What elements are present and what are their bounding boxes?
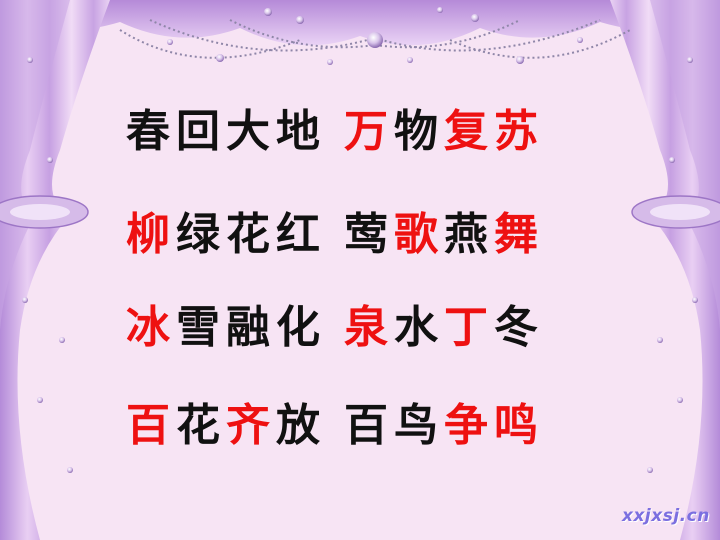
line-1: 春 回 大 地 万 物 复 苏 <box>124 102 542 162</box>
char: 鸟 <box>394 400 440 451</box>
char: 大 <box>226 106 272 157</box>
char: 冰 <box>126 302 172 353</box>
char: 地 <box>276 106 322 157</box>
char: 水 <box>394 302 440 353</box>
line-3: 冰 雪 融 化 泉 水 丁 冬 <box>124 298 542 358</box>
char: 莺 <box>344 209 390 260</box>
char: 春 <box>126 106 172 157</box>
hanging-gems <box>167 7 583 65</box>
line-4: 百 花 齐 放 百 鸟 争 鸣 <box>124 396 542 456</box>
char: 复 <box>444 106 490 157</box>
curtain-beads <box>22 57 698 473</box>
char: 雪 <box>176 302 222 353</box>
char: 丁 <box>444 302 490 353</box>
char: 放 <box>276 400 322 451</box>
char: 百 <box>344 400 390 451</box>
char: 泉 <box>344 302 390 353</box>
jewel-strands <box>119 19 631 59</box>
char: 苏 <box>494 106 540 157</box>
char: 燕 <box>444 209 490 260</box>
char: 花 <box>226 209 272 260</box>
char: 回 <box>176 106 222 157</box>
char: 鸣 <box>494 400 540 451</box>
char: 冬 <box>494 302 540 353</box>
char: 争 <box>444 400 490 451</box>
char: 齐 <box>226 400 272 451</box>
char: 红 <box>276 209 322 260</box>
char: 歌 <box>394 209 440 260</box>
char: 物 <box>394 106 440 157</box>
top-valance <box>0 0 720 46</box>
char: 柳 <box>126 209 172 260</box>
char: 花 <box>176 400 222 451</box>
char: 万 <box>344 106 390 157</box>
char: 化 <box>276 302 322 353</box>
watermark: xxjxsj.cn <box>622 506 710 526</box>
char: 舞 <box>494 209 540 260</box>
char: 绿 <box>176 209 222 260</box>
char: 百 <box>126 400 172 451</box>
line-2: 柳 绿 花 红 莺 歌 燕 舞 <box>124 205 542 265</box>
char: 融 <box>226 302 272 353</box>
